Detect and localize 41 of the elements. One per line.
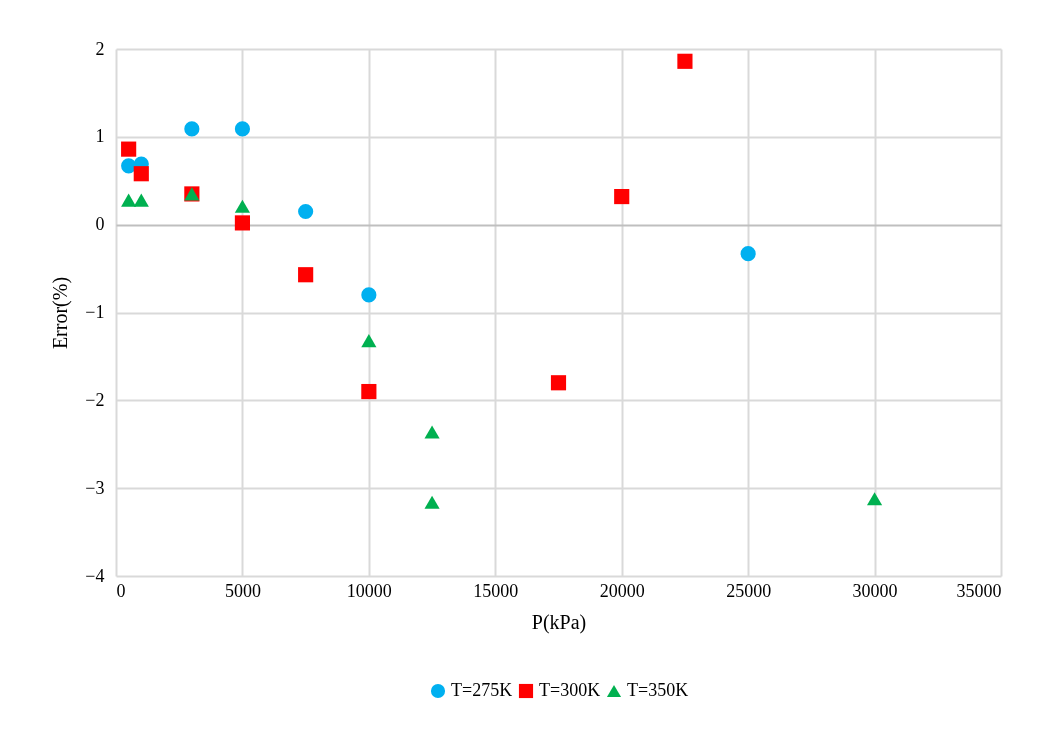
x-tick-label: 30000 [852,580,898,601]
point [298,203,314,220]
x-axis-title: P(kPa) [531,610,587,634]
x-tick-label: 5000 [224,580,261,601]
y-tick-label: 0 [95,214,105,235]
point [361,287,377,303]
point [234,199,251,213]
point [298,267,314,283]
y-tick-label: −1 [85,302,105,322]
point [234,215,251,231]
point [361,383,377,400]
y-tick-label: −4 [85,565,105,586]
y-tick-label: −3 [85,477,105,498]
point [133,166,149,182]
point [550,375,567,391]
y-tick-label: −2 [85,389,105,410]
x-tick-label: 35000 [956,580,1002,601]
point [677,53,693,69]
point [424,425,440,439]
y-axis-title: Error(%) [49,276,73,350]
point [361,334,377,348]
point [133,193,149,207]
legend-label: T=350K [627,680,689,700]
point [614,188,630,205]
point [184,121,200,137]
x-tick-label: 10000 [346,580,392,601]
point [740,246,756,262]
legend-label: T=300K [539,680,601,700]
x-tick-label: 20000 [599,580,645,601]
point [234,121,251,137]
y-tick-label: 1 [95,126,105,147]
x-tick-label: 0 [116,580,126,601]
point [121,193,137,207]
point [424,495,440,509]
y-tick-label: 2 [95,38,105,59]
x-tick-label: 25000 [726,580,772,601]
point [121,158,137,174]
point [121,141,137,157]
legend-label: T=275K [451,680,513,700]
point [866,492,883,506]
x-tick-label: 15000 [473,580,519,601]
